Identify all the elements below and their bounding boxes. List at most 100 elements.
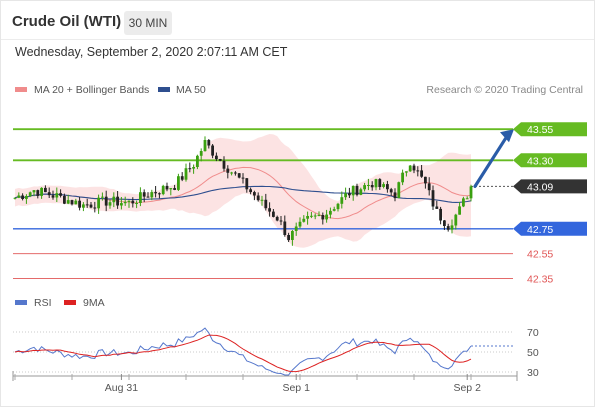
candle-body (275, 216, 279, 221)
candle-body (249, 189, 252, 193)
candle-body (344, 193, 347, 198)
candle (17, 192, 21, 199)
candle (332, 206, 336, 212)
candle (401, 169, 404, 186)
candle-body (298, 221, 302, 227)
candle (116, 191, 119, 209)
candle-body (416, 170, 420, 172)
candle (325, 209, 328, 223)
candle (355, 183, 359, 197)
candle-body (199, 151, 203, 156)
candle-body (241, 177, 245, 179)
candle (89, 202, 93, 209)
forecast-arrow-head (500, 129, 514, 143)
candle (454, 213, 458, 230)
candle (78, 197, 81, 211)
candle-body (13, 197, 17, 199)
candle (435, 200, 439, 209)
candle-body (192, 167, 195, 169)
candle-body (420, 170, 423, 177)
level-tag-42.75 (513, 221, 587, 236)
candle (336, 202, 340, 212)
candle (340, 191, 344, 209)
candle-body (325, 214, 328, 220)
candle-body (66, 200, 70, 204)
candle-body (260, 199, 264, 201)
candle-body (427, 183, 431, 191)
candle-body (25, 196, 28, 199)
candle (291, 230, 294, 246)
candle (51, 190, 55, 200)
candle-body (63, 195, 66, 204)
candle-body (21, 195, 24, 199)
candle (44, 185, 47, 193)
candle (112, 192, 116, 208)
candle-body (283, 221, 287, 235)
candle-body (294, 226, 298, 231)
candle-body (17, 195, 21, 198)
candle (351, 185, 355, 201)
candle (450, 219, 454, 234)
candle-body (359, 189, 363, 195)
candle-body (188, 168, 192, 170)
candle-body (165, 185, 169, 190)
candle-body (408, 165, 412, 172)
chart-datetime: Wednesday, September 2, 2020 2:07:11 AM … (15, 45, 288, 59)
candle-body (306, 216, 309, 219)
candle (370, 181, 374, 191)
candle-body (412, 165, 416, 171)
candle-body (70, 200, 74, 205)
level-label-43.30: 43.30 (527, 155, 553, 167)
timeframe-badge[interactable]: 30 MIN (124, 11, 172, 35)
candle-body (203, 140, 207, 152)
candle (283, 215, 287, 237)
candle-body (196, 155, 199, 167)
candle (431, 185, 435, 210)
candle-body (120, 203, 123, 206)
level-label-42.55: 42.55 (527, 249, 553, 261)
candle (458, 202, 461, 215)
candle (70, 199, 74, 206)
candle (184, 163, 188, 182)
level-tag-43.09 (513, 179, 587, 194)
candle-body (268, 208, 271, 212)
candle (85, 198, 89, 208)
candle-body (184, 168, 188, 180)
candle-body (393, 192, 397, 199)
candle-body (317, 215, 321, 216)
candle (66, 194, 70, 205)
candle-body (131, 200, 135, 204)
candle (321, 212, 325, 225)
candle (97, 194, 100, 214)
candle-body (256, 195, 260, 201)
candle-body (173, 188, 176, 190)
candle-body (332, 209, 336, 211)
candle-body (272, 211, 275, 217)
candle (40, 187, 43, 199)
candle (215, 152, 218, 162)
candle (405, 171, 408, 177)
candle (196, 154, 199, 170)
candle (389, 187, 393, 196)
candle-body (302, 218, 306, 222)
candle-body (28, 192, 32, 196)
candle (382, 182, 385, 189)
candle (348, 187, 351, 198)
candle-body (51, 195, 55, 198)
candle (420, 165, 423, 178)
candle-body (215, 155, 218, 160)
candle (207, 139, 211, 149)
candle (446, 223, 450, 232)
candle-body (424, 176, 427, 184)
candle-body (287, 235, 290, 241)
candle (169, 188, 173, 196)
candle-body (405, 171, 408, 173)
rsi-tick-70: 70 (527, 327, 539, 339)
candle (226, 165, 230, 179)
legend-9ma-label: 9MA (83, 297, 105, 309)
candle-body (439, 208, 442, 221)
candle-body (469, 186, 473, 199)
candle-body (150, 192, 154, 198)
level-tag-43.30 (513, 153, 587, 168)
